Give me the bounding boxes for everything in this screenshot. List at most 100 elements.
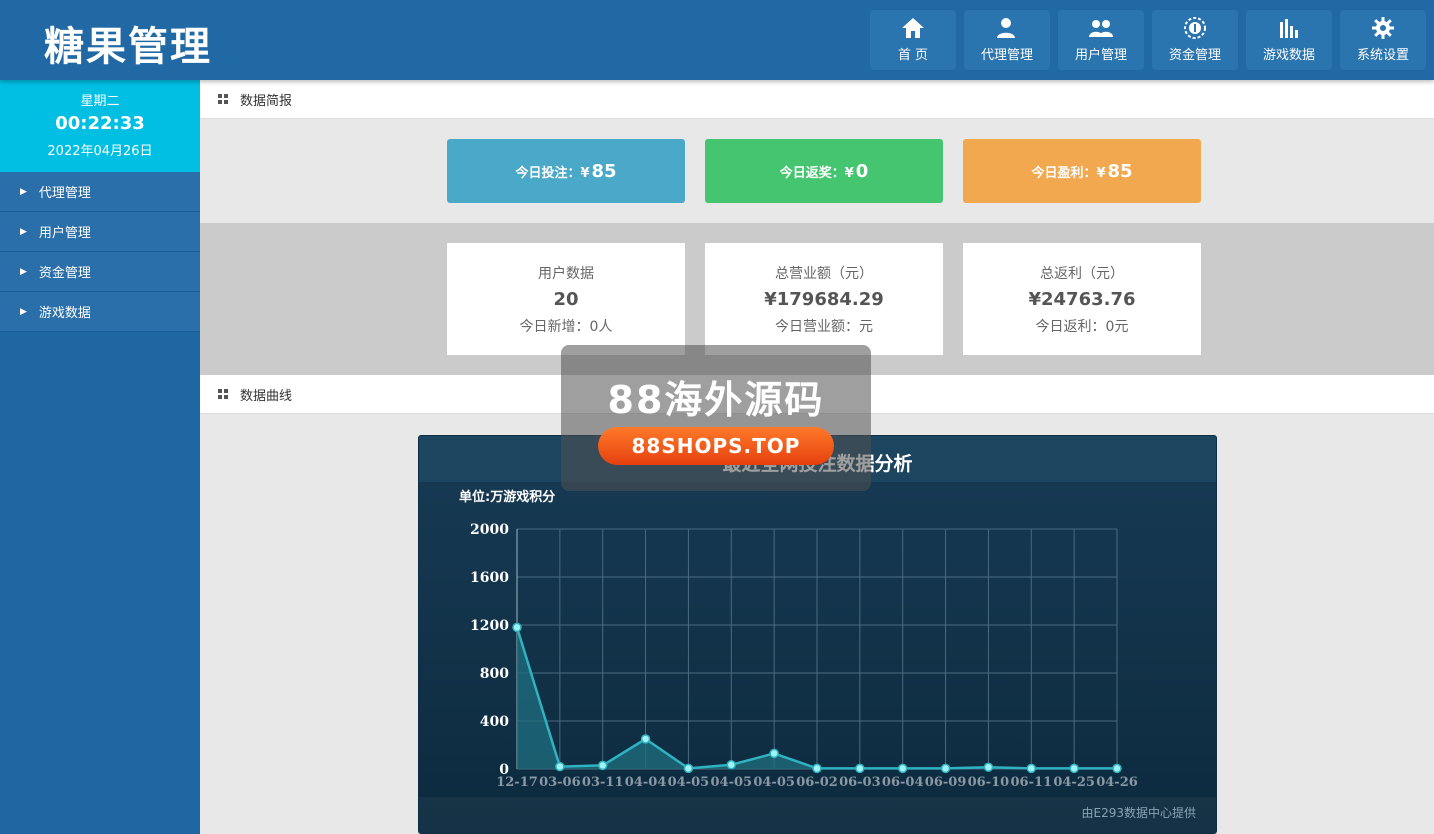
clock-weekday: 星期二	[80, 94, 120, 109]
home-icon	[902, 18, 924, 38]
sidebar-item-label: 资金管理	[38, 266, 91, 281]
data-point	[1026, 763, 1037, 774]
nav-funds-label: 资金管理	[1168, 48, 1221, 63]
today-payout-stat: 今日返奖：¥ 0	[705, 139, 943, 203]
y-tick-label: 1600	[470, 570, 509, 586]
sidebar-item-funds[interactable]: ▶ 资金管理	[0, 252, 200, 292]
triangle-right-icon: ▶	[20, 226, 27, 237]
today-profit-stat: 今日盈利：¥ 85	[963, 139, 1201, 203]
nav-users-label: 用户管理	[1074, 48, 1127, 63]
y-tick-label: 0	[499, 762, 509, 778]
data-point	[940, 763, 951, 774]
y-tick-label: 1200	[470, 618, 509, 634]
x-tick-label: 06-03	[839, 775, 881, 790]
x-tick-label: 06-04	[882, 775, 924, 790]
bar-chart-icon	[1280, 19, 1298, 38]
x-tick-label: 06-02	[796, 775, 838, 790]
x-tick-label: 03-06	[539, 775, 581, 790]
sidebar-item-label: 用户管理	[38, 226, 91, 241]
nav-agent-label: 代理管理	[980, 48, 1033, 63]
sidebar-item-game-data[interactable]: ▶ 游戏数据	[0, 292, 200, 332]
x-tick-label: 04-05	[753, 775, 795, 790]
y-tick-label: 800	[480, 666, 509, 682]
x-tick-label: 04-25	[1053, 775, 1095, 790]
clock-time: 00:22:33	[55, 113, 145, 134]
sidebar: 星期二 00:22:33 2022年04月26日 ▶ 代理管理 ▶ 用户管理 ▶…	[0, 80, 200, 834]
data-point	[983, 762, 994, 772]
x-tick-label: 04-26	[1096, 775, 1138, 790]
x-tick-label: 04-04	[625, 775, 667, 790]
app-title: 糖果管理	[44, 24, 212, 70]
users-icon	[1089, 20, 1113, 37]
grid-icon	[218, 389, 228, 399]
sidebar-item-label: 代理管理	[38, 186, 91, 201]
x-tick-label: 06-11	[1010, 775, 1052, 790]
total-rebate-card: 总返利（元） ¥24763.76 今日返利：0元	[963, 243, 1201, 355]
nav-agent-button[interactable]: 代理管理	[964, 10, 1050, 70]
data-point	[726, 760, 737, 770]
today-profit-label: 今日盈利：¥	[1031, 165, 1106, 181]
clock-date: 2022年04月26日	[47, 144, 153, 159]
chart-unit-label: 单位:万游戏积分	[459, 490, 556, 505]
nav-users-button[interactable]: 用户管理	[1058, 10, 1144, 70]
data-point	[1069, 763, 1079, 774]
nav-settings-button[interactable]: 系统设置	[1340, 10, 1426, 70]
nav-settings-label: 系统设置	[1356, 48, 1409, 63]
card-value: ¥179684.29	[764, 289, 884, 310]
nav-game-data-label: 游戏数据	[1262, 48, 1315, 63]
today-payout-label: 今日返奖：¥	[779, 165, 854, 181]
chart-provider: 由E293数据中心提供	[1081, 806, 1197, 820]
agent-user-icon	[997, 18, 1020, 38]
y-tick-label: 400	[480, 714, 509, 730]
summary-section-header: 数据简报	[200, 80, 1434, 119]
clock-panel: 星期二 00:22:33 2022年04月26日	[0, 80, 200, 172]
summary-section-title: 数据简报	[240, 93, 293, 109]
card-title: 用户数据	[538, 266, 594, 282]
card-sub: 今日新增：0人	[519, 319, 613, 335]
gear-icon	[1372, 17, 1394, 39]
card-value: 20	[553, 289, 579, 310]
card-title: 总返利（元）	[1040, 266, 1124, 282]
x-tick-label: 04-05	[710, 775, 752, 790]
chart-panel: 最近全网投注数据分析 单位:万游戏积分 04008001200160020001…	[418, 435, 1217, 834]
nav-home-label: 首 页	[897, 48, 929, 63]
triangle-right-icon: ▶	[20, 186, 27, 197]
data-point	[555, 761, 565, 772]
sidebar-item-users[interactable]: ▶ 用户管理	[0, 212, 200, 252]
today-bet-stat: 今日投注：¥ 85	[447, 139, 685, 203]
nav-game-data-button[interactable]: 游戏数据	[1246, 10, 1332, 70]
curve-section-title: 数据曲线	[240, 388, 293, 404]
card-title: 总营业额（元）	[775, 266, 873, 282]
top-nav: 首 页 代理管理 用户管理 资金管理	[870, 10, 1426, 70]
today-bet-label: 今日投注：¥	[515, 165, 590, 181]
sidebar-item-agent[interactable]: ▶ 代理管理	[0, 172, 200, 212]
x-tick-label: 12-17	[496, 775, 538, 790]
sidebar-item-label: 游戏数据	[38, 306, 91, 321]
total-revenue-card: 总营业额（元） ¥179684.29 今日营业额：元	[705, 243, 943, 355]
data-point	[812, 763, 822, 774]
y-tick-label: 2000	[470, 522, 509, 538]
nav-home-button[interactable]: 首 页	[870, 10, 956, 70]
user-data-card: 用户数据 20 今日新增：0人	[447, 243, 685, 355]
triangle-right-icon: ▶	[20, 306, 27, 317]
data-point	[855, 763, 865, 774]
watermark-url: 88SHOPS.TOP	[598, 427, 834, 465]
triangle-right-icon: ▶	[20, 266, 27, 277]
chart-footer	[419, 797, 1216, 833]
data-point	[597, 760, 608, 771]
data-point	[683, 763, 694, 774]
coin-icon	[1184, 17, 1206, 39]
x-tick-label: 06-09	[925, 775, 967, 790]
today-payout-value: 0	[855, 160, 869, 182]
data-point	[640, 734, 651, 744]
top-bar: 糖果管理 首 页 代理管理 用户管理	[0, 0, 1434, 80]
today-profit-value: 85	[1107, 160, 1133, 182]
nav-funds-button[interactable]: 资金管理	[1152, 10, 1238, 70]
card-sub: 今日营业额：元	[775, 319, 873, 335]
data-point	[512, 622, 522, 633]
data-point	[1112, 763, 1122, 774]
grid-icon	[218, 94, 228, 104]
x-tick-label: 04-05	[668, 775, 710, 790]
watermark: 88海外源码 88SHOPS.TOP	[561, 345, 871, 491]
